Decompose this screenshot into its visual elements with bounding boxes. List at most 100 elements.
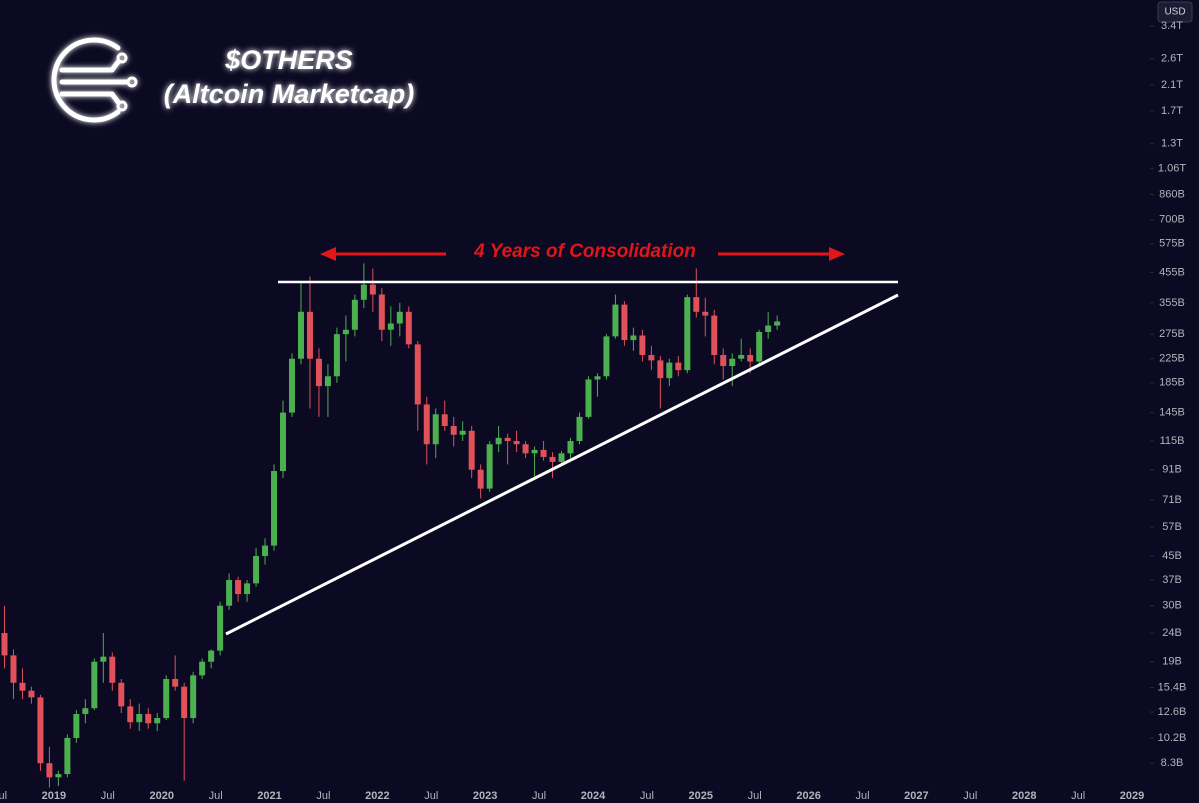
y-tick-label: 12.6B xyxy=(1158,706,1187,718)
candle-body xyxy=(226,580,233,606)
candle-body xyxy=(657,360,664,379)
y-tick-label: 1.3T xyxy=(1161,138,1183,150)
candle-body xyxy=(73,714,80,738)
x-tick-label: 2020 xyxy=(149,790,173,802)
support-trendline xyxy=(225,293,899,636)
y-tick-label: 1.06T xyxy=(1158,163,1186,175)
candle-body xyxy=(181,686,188,719)
candle-body xyxy=(621,304,628,341)
candle-body xyxy=(163,679,170,719)
x-tick-label: Jul xyxy=(424,790,438,802)
candle-body xyxy=(540,449,547,457)
candle-body xyxy=(567,441,574,454)
chart-subtitle: (Altcoin Marketcap) xyxy=(164,79,415,109)
y-tick-label: 8.3B xyxy=(1161,757,1184,769)
x-tick-label: 2026 xyxy=(796,790,820,802)
candle-body xyxy=(37,697,44,764)
x-tick-label: Jul xyxy=(1071,790,1085,802)
candle-body xyxy=(450,425,457,435)
candle-body xyxy=(441,414,448,426)
y-tick-label: 10.2B xyxy=(1158,732,1187,744)
logo-line xyxy=(109,91,121,105)
candle-body xyxy=(360,284,367,300)
candle-body xyxy=(477,469,484,489)
y-tick-label: 24B xyxy=(1162,627,1182,639)
x-tick-label: 2023 xyxy=(473,790,497,802)
candle-body xyxy=(190,675,197,719)
candle-body xyxy=(342,329,349,335)
candle-body xyxy=(756,331,763,362)
candle-body xyxy=(244,583,251,595)
y-tick-label: 115B xyxy=(1160,435,1185,447)
candle-body xyxy=(315,358,322,387)
candle-body xyxy=(262,545,269,557)
candle-body xyxy=(1,633,8,656)
y-tick-label: 575B xyxy=(1159,238,1185,250)
candle-body xyxy=(459,430,466,435)
candle-body xyxy=(405,311,412,345)
candle-body xyxy=(235,580,242,595)
logo-node xyxy=(126,76,138,88)
candle-body xyxy=(531,449,538,454)
logo-arc xyxy=(51,37,121,123)
consolidation-arrows xyxy=(320,247,845,261)
candle-body xyxy=(28,690,35,698)
currency-badge xyxy=(1157,1,1193,23)
y-tick-label: 37B xyxy=(1162,574,1182,586)
candle-body xyxy=(774,321,781,326)
x-tick-label: Jul xyxy=(640,790,654,802)
candle-body xyxy=(747,354,754,362)
candle-body xyxy=(145,714,152,724)
candle-body xyxy=(378,294,385,330)
y-tick-label: 45B xyxy=(1162,550,1182,562)
candle-body xyxy=(199,661,206,676)
candle-body xyxy=(64,737,71,775)
x-tick-label: Jul xyxy=(855,790,869,802)
x-tick-label: Jul xyxy=(748,790,762,802)
y-tick-label: 3.4T xyxy=(1161,20,1183,32)
candle-body xyxy=(648,354,655,361)
candle-body xyxy=(253,556,260,584)
candle-body xyxy=(585,379,592,417)
annotation: 4 Years of Consolidation xyxy=(473,241,696,262)
logo-node xyxy=(116,52,128,64)
x-tick-label: 2019 xyxy=(42,790,66,802)
candle-body xyxy=(558,453,565,462)
candle-body xyxy=(91,661,98,709)
y-tick-label: 225B xyxy=(1159,353,1185,365)
y-tick-label: 145B xyxy=(1159,407,1185,419)
arrow-right-head xyxy=(829,247,845,261)
candle-body xyxy=(271,471,278,546)
y-tick-label: 15.4B xyxy=(1158,681,1187,693)
candles xyxy=(1,263,781,788)
candle-body xyxy=(369,284,376,295)
y-tick-label: 2.1T xyxy=(1161,79,1183,91)
y-tick-label: 185B xyxy=(1159,377,1185,389)
y-tick-label: 1.7T xyxy=(1161,105,1183,117)
logo-node xyxy=(116,100,128,112)
candle-body xyxy=(675,362,682,371)
candle-body xyxy=(603,336,610,377)
candle-body xyxy=(100,656,107,662)
candle-body xyxy=(504,437,511,442)
candle-body xyxy=(729,358,736,367)
currency-label: USD xyxy=(1164,7,1185,18)
candle-body xyxy=(306,311,313,359)
candle-body xyxy=(288,358,295,413)
x-tick-label: Jul xyxy=(963,790,977,802)
candle-body xyxy=(612,304,619,337)
y-tick-label: 275B xyxy=(1159,328,1185,340)
candle-body xyxy=(280,412,287,472)
candle-body xyxy=(486,444,493,489)
candle-body xyxy=(720,354,727,367)
y-tick-label: 71B xyxy=(1162,494,1182,506)
y-tick-label: 19B xyxy=(1162,656,1182,668)
x-tick-label: 2027 xyxy=(904,790,928,802)
candle-body xyxy=(396,311,403,324)
x-tick-label: Jul xyxy=(209,790,223,802)
candle-body xyxy=(172,679,179,687)
arrow-left-head xyxy=(320,247,336,261)
candle-body xyxy=(46,763,53,778)
candle-body xyxy=(154,718,161,724)
